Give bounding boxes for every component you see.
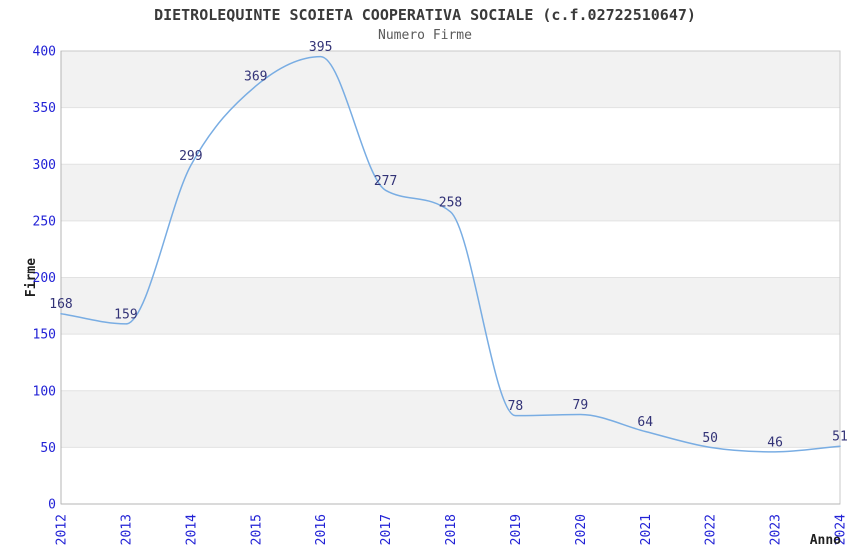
y-tick-label: 0: [48, 498, 56, 513]
plot-band: [61, 390, 840, 448]
plot-band: [61, 277, 840, 335]
x-tick-label: 2020: [574, 514, 589, 545]
axis-lines: [60, 50, 841, 505]
plot-band: [61, 334, 840, 391]
x-tick-label: 2013: [119, 514, 134, 545]
point-label: 299: [179, 149, 202, 164]
point-label: 46: [767, 435, 783, 450]
x-tick-label: 2024: [834, 514, 849, 545]
x-tick-label: 2017: [379, 514, 394, 545]
y-tick-label: 350: [33, 101, 56, 116]
plot-band: [61, 107, 840, 165]
x-tick-label: 2018: [444, 514, 459, 545]
x-tick-label: 2015: [249, 514, 264, 545]
y-axis-title: Firme: [24, 258, 39, 297]
y-tick-label: 50: [40, 441, 56, 456]
point-label: 395: [309, 40, 332, 55]
point-label: 168: [49, 297, 72, 312]
y-tick-label: 200: [33, 271, 56, 286]
point-labels: 168 159 299 369 395 277 258 78 79 64 50 46 51: [49, 40, 848, 450]
plot-band: [61, 220, 840, 278]
plot-band: [61, 51, 840, 108]
x-tick-label: 2021: [639, 514, 654, 545]
plot-band: [61, 447, 840, 504]
point-label: 79: [573, 398, 589, 413]
point-label: 159: [114, 307, 137, 322]
x-tick-label: 2014: [184, 514, 199, 545]
x-tick-label: 2016: [314, 514, 329, 545]
point-label: 78: [508, 399, 524, 414]
data-series: [60, 55, 841, 453]
point-label: 369: [244, 70, 267, 85]
x-tick-label: 2022: [704, 514, 719, 545]
x-tick-label: 2012: [55, 514, 70, 545]
point-label: 277: [374, 174, 397, 189]
y-tick-labels: 0 50 100 150 200 250 300 350 400: [33, 45, 56, 513]
y-tick-label: 150: [33, 328, 56, 343]
x-tick-label: 2019: [509, 514, 524, 545]
data-line: [60, 55, 841, 453]
chart-title: DIETROLEQUINTE SCOIETA COOPERATIVA SOCIA…: [154, 6, 696, 24]
y-tick-label: 100: [33, 384, 56, 399]
point-label: 50: [702, 431, 718, 446]
x-axis-title: Anno: [810, 533, 841, 548]
point-label: 258: [439, 195, 462, 210]
point-label: 51: [832, 430, 848, 445]
y-tick-label: 400: [33, 45, 56, 60]
y-tick-label: 300: [33, 158, 56, 173]
chart-subtitle: Numero Firme: [378, 28, 472, 43]
x-tick-labels: 2012 2013 2014 2015 2016 2017 2018 2019 2020 2021…: [55, 514, 849, 545]
y-tick-label: 250: [33, 214, 56, 229]
x-tick-label: 2023: [769, 514, 784, 545]
point-label: 64: [637, 415, 653, 430]
